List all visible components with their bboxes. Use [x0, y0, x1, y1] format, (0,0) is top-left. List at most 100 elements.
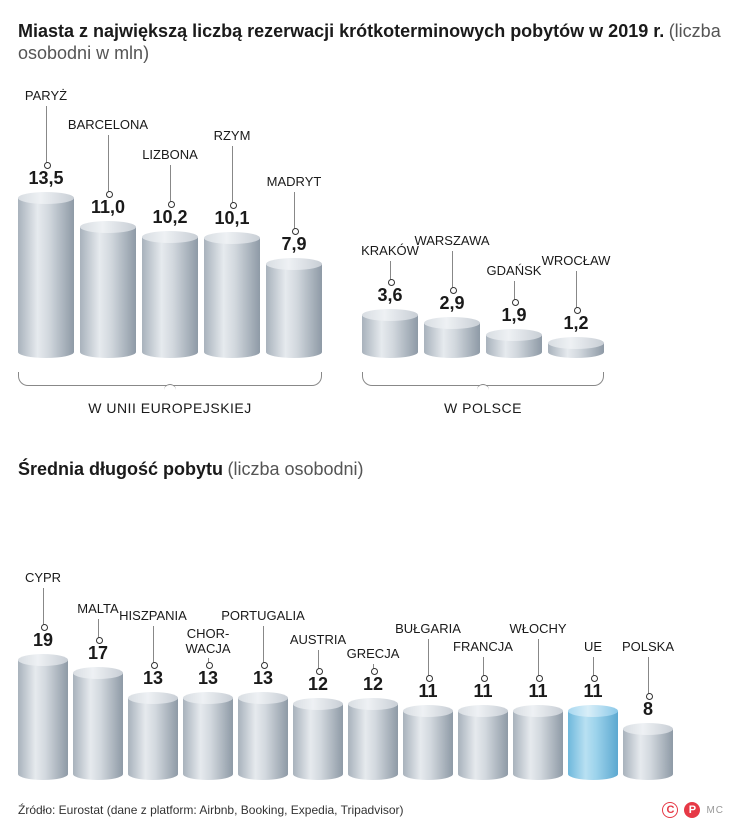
bar-value: 1,9	[501, 305, 526, 326]
source-text: Źródło: Eurostat (dane z platform: Airbn…	[18, 803, 404, 817]
bar: PARYŻ 13,5	[18, 88, 74, 358]
section2-title-light: (liczba osobodni)	[227, 459, 363, 479]
bar-label: FRANCJA	[453, 639, 513, 654]
bar: WARSZAWA2,9	[424, 213, 480, 357]
bar-label: GDAŃSK	[487, 263, 542, 278]
chart1: PARYŻ13,5BARCELONA11,0LIZBONA10,2RZYM10,…	[18, 88, 724, 416]
pointer-line	[153, 626, 154, 666]
bar-label: RZYM	[214, 128, 251, 143]
pointer-line	[232, 146, 233, 206]
bar-label: KRAKÓW	[361, 243, 419, 258]
bar: HISZPANIA13	[128, 608, 178, 780]
bar-label: GRECJA	[347, 646, 400, 661]
group-label: W UNII EUROPEJSKIEJ	[88, 400, 252, 416]
credit-text: MC	[706, 805, 724, 816]
cylinder-bar	[142, 237, 198, 358]
bar-value: 12	[363, 674, 383, 695]
pointer-line	[390, 261, 391, 283]
cylinder-bar	[80, 227, 136, 357]
bar-label: CHOR- WACJA	[185, 626, 230, 656]
bar-value: 8	[643, 699, 653, 720]
cylinder-bar	[183, 698, 233, 780]
pointer-line	[108, 135, 109, 195]
bar-label: LIZBONA	[142, 147, 198, 162]
section1-title-bold: Miasta z największą liczbą rezerwacji kr…	[18, 21, 664, 41]
bar: GRECJA 12	[348, 614, 398, 780]
cylinder-bar	[486, 335, 542, 358]
pointer-line	[514, 281, 515, 303]
bar-value: 13,5	[28, 168, 63, 189]
bar: UE 11	[568, 621, 618, 780]
bar: GDAŃSK 1,9	[486, 225, 542, 358]
pointer-line	[428, 639, 429, 679]
bar-label: WROCŁAW	[542, 253, 611, 268]
cylinder-bar	[568, 711, 618, 780]
pointer-line	[452, 251, 453, 291]
pointer-line	[576, 271, 577, 311]
bar: BARCELONA11,0	[80, 117, 136, 357]
bar-label: WŁOCHY	[509, 621, 566, 636]
pointer-line	[538, 639, 539, 679]
bar: MADRYT7,9	[266, 154, 322, 358]
badge-p-icon: P	[684, 802, 700, 818]
cylinder-bar	[73, 673, 123, 780]
bar-value: 11	[528, 681, 547, 702]
pointer-line	[593, 657, 594, 679]
bar: LIZBONA 10,2	[142, 127, 198, 358]
footer-badges: C P MC	[662, 802, 724, 818]
bar: CYPR19	[18, 570, 68, 780]
bar-label: MADRYT	[267, 174, 322, 189]
pointer-line	[373, 664, 374, 672]
pointer-line	[318, 650, 319, 672]
cylinder-bar	[548, 343, 604, 357]
bar-value: 12	[308, 674, 328, 695]
bar-value: 17	[88, 643, 108, 664]
footer: Źródło: Eurostat (dane z platform: Airbn…	[18, 802, 724, 818]
bar-value: 13	[143, 668, 163, 689]
cylinder-bar	[293, 704, 343, 780]
section2-title-bold: Średnia długość pobytu	[18, 459, 223, 479]
bar-value: 13	[253, 668, 273, 689]
bar-value: 11	[473, 681, 492, 702]
pointer-line	[170, 165, 171, 205]
bar-value: 13	[198, 668, 218, 689]
bar-value: 11	[583, 681, 602, 702]
cylinder-bar	[623, 729, 673, 780]
bar: WROCŁAW1,2	[548, 233, 604, 357]
bar-label: BUŁGARIA	[395, 621, 461, 636]
cylinder-bar	[424, 323, 480, 357]
bar-label: HISZPANIA	[119, 608, 187, 623]
cylinder-bar	[238, 698, 288, 780]
bar-value: 3,6	[377, 285, 402, 306]
group-label: W POLSCE	[444, 400, 522, 416]
cylinder-bar	[403, 711, 453, 780]
brace	[362, 372, 604, 386]
pointer-line	[46, 106, 47, 166]
bar: KRAKÓW 3,6	[362, 205, 418, 358]
bar-label: PARYŻ	[25, 88, 67, 103]
brace	[18, 372, 322, 386]
badge-copyright-icon: C	[662, 802, 678, 818]
pointer-line	[98, 619, 99, 641]
bar-value: 10,2	[152, 207, 187, 228]
pointer-line	[43, 588, 44, 628]
pointer-line	[483, 657, 484, 679]
bar: POLSKA 8	[623, 639, 673, 780]
bar-label: BARCELONA	[68, 117, 148, 132]
bar: FRANCJA11	[458, 621, 508, 780]
bar: CHOR- WACJA 13	[183, 608, 233, 780]
section2-title: Średnia długość pobytu (liczba osobodni)	[18, 458, 724, 481]
bar-label: UE	[584, 639, 602, 654]
bar: WŁOCHY11	[513, 621, 563, 780]
bar-label: WARSZAWA	[414, 233, 489, 248]
bar-label: POLSKA	[622, 639, 674, 654]
bar: BUŁGARIA11	[403, 621, 453, 780]
bar-value: 2,9	[439, 293, 464, 314]
bar-value: 1,2	[563, 313, 588, 334]
cylinder-bar	[128, 698, 178, 780]
cylinder-bar	[513, 711, 563, 780]
chart2-bars: CYPR19MALTA17HISZPANIA13CHOR- WACJA13POR…	[18, 570, 724, 780]
bar-group: KRAKÓW3,6WARSZAWA2,9GDAŃSK1,9WROCŁAW1,2W…	[362, 205, 604, 416]
bar: PORTUGALIA13	[238, 608, 288, 780]
bar-value: 11,0	[91, 197, 125, 218]
